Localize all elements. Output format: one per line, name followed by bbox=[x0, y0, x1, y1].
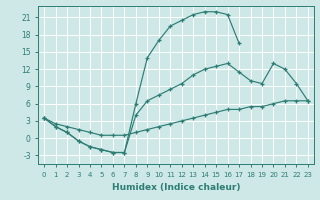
X-axis label: Humidex (Indice chaleur): Humidex (Indice chaleur) bbox=[112, 183, 240, 192]
